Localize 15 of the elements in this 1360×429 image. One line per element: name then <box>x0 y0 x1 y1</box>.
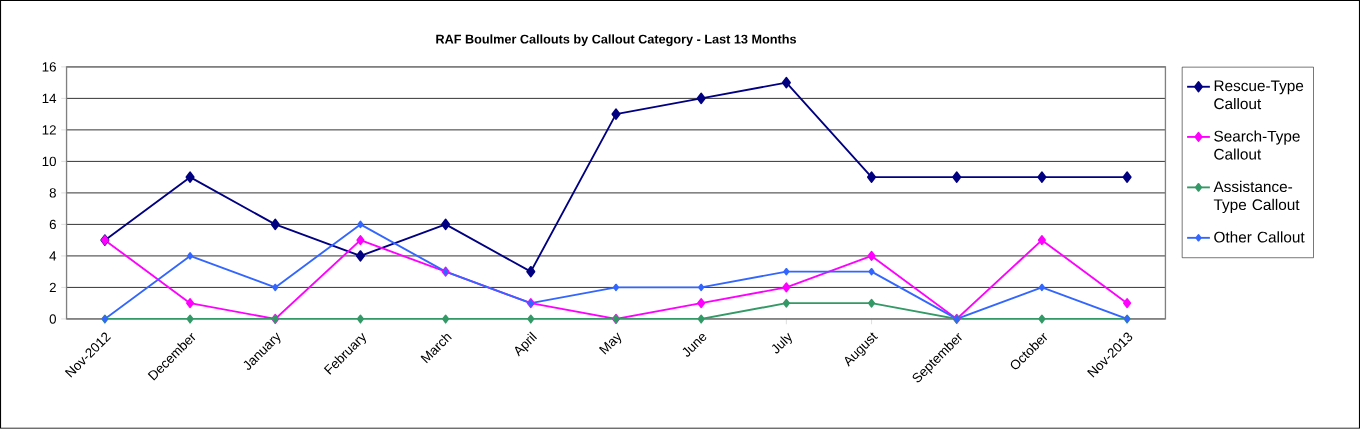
legend-label: Rescue-Type Callout <box>1214 80 1304 110</box>
y-tick-label: 0 <box>49 314 56 324</box>
y-tick-label: 14 <box>42 93 57 104</box>
legend-label: Assistance-Type Callout <box>1213 180 1300 214</box>
y-tick-label: 12 <box>42 125 56 135</box>
y-tick-label: 16 <box>42 62 56 72</box>
y-tick-label: 6 <box>49 219 56 230</box>
y-tick-label: 4 <box>49 251 57 261</box>
y-tick-label: 8 <box>49 188 56 198</box>
y-tick-label: 2 <box>49 282 56 293</box>
x-tick-label: July <box>771 332 792 354</box>
legend-label: Search-Type Callout <box>1214 130 1300 160</box>
legend-label: Other Callout <box>1214 231 1305 243</box>
chart-title: RAF Boulmer Callouts by Callout Category - Last 13 Months <box>436 34 797 47</box>
y-tick-label: 10 <box>42 156 56 167</box>
